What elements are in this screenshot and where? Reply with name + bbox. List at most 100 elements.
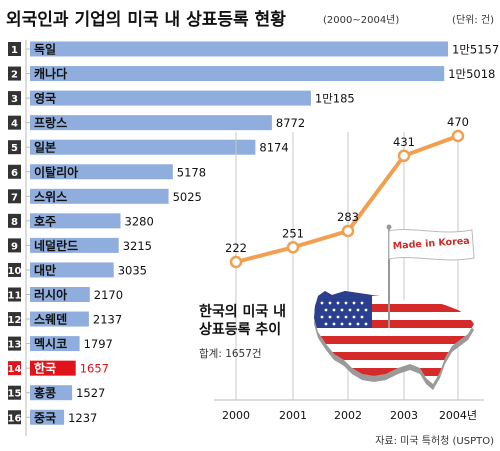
star-mark [356,308,360,312]
line-series: 222 251 283 431 470 [225,115,469,269]
star-mark [364,322,368,326]
star-mark [332,308,336,312]
value-label: 3035 [118,263,147,277]
star-mark [356,322,360,326]
rank-number: 5 [11,143,18,154]
value-label: 8772 [276,116,305,130]
category-label: 캐나다 [34,66,67,81]
map-stars [320,301,368,326]
category-label: 영국 [34,91,56,106]
line-chart-total: 합계: 1657건 [199,348,262,360]
rank-badge [8,91,21,106]
rank-number: 16 [8,413,22,424]
star-mark [348,322,352,326]
line-value-label: 222 [225,241,247,255]
rank-badge [8,287,21,302]
value-label: 1657 [80,362,109,376]
value-label: 1797 [84,337,113,351]
line-title-part-2: 상표등록 추이 [199,321,281,338]
star-mark [324,322,328,326]
category-label: 스위스 [34,190,67,204]
category-label: 멕시코 [34,336,67,351]
value-label: 3280 [125,214,154,228]
value-label: 5025 [173,190,202,204]
flag-text: Made in Korea [392,236,470,252]
made-in-korea-flag: Made in Korea [386,224,475,328]
rank-badge [8,213,21,228]
category-label: 스웨덴 [34,312,67,327]
star-mark [332,322,336,326]
line-value-label: 283 [337,210,359,224]
rank-number: 2 [11,70,18,81]
rank-number: 4 [11,119,18,130]
value-label: 1237 [68,411,97,425]
rank-badge [8,66,21,81]
line-x-tick-label: 2001 [279,409,307,422]
rank-number: 12 [8,315,22,326]
rank-badge [8,189,21,204]
rank-number: 14 [8,364,22,375]
line-x-tick-label: 2003 [390,409,418,422]
star-mark [348,308,352,312]
value-label: 1만5157 [452,43,499,57]
star-mark [344,301,348,305]
star-mark [324,308,328,312]
rank-badge [8,262,21,277]
rank-badge [8,42,21,56]
rank-number: 6 [11,168,18,179]
map-flag-fill [314,291,474,384]
rank-badge [8,164,21,179]
rank-badge [8,115,21,130]
line-title-part-1: 한국의 미국 내 [199,303,286,320]
rank-number: 9 [11,241,18,252]
line-value-label: 431 [393,135,415,149]
line-point [341,224,355,238]
line-x-axis: 2000 2001 2002 2003 2004년 [222,409,477,422]
line-point [397,149,411,163]
category-label: 호주 [34,214,56,228]
value-label: 1만185 [315,92,355,106]
star-mark [336,301,340,305]
line-value-label: 251 [282,226,304,240]
rank-number: 15 [8,389,22,400]
line-chart-title: 한국의 미국 내 상표등록 추이 [199,303,291,338]
bar-grid [25,40,30,436]
star-mark [336,315,340,319]
category-label: 독일 [34,43,56,57]
value-label: 1만5018 [448,67,495,81]
star-mark [360,301,364,305]
category-label: 홍콩 [34,385,56,400]
line-point [229,255,243,269]
bar-홍콩 [30,385,73,401]
category-label: 네덜란드 [34,238,78,253]
bar-한국 [30,360,76,376]
value-label: 8174 [259,141,288,155]
bar-일본 [30,139,256,155]
rank-number: 11 [8,291,22,302]
star-mark [320,315,324,319]
bar-프랑스 [30,115,272,131]
bar-중국 [30,409,65,425]
rank-number: 3 [11,94,18,105]
value-label: 2170 [94,288,123,302]
chart-period: (2000~2004년) [323,14,399,26]
rank-badge [8,140,21,155]
category-label: 대만 [34,262,56,277]
rank-number: 8 [11,217,18,228]
bar-이탈리아 [30,164,173,180]
chart-unit: (단위: 건) [452,13,494,26]
bar-대만 [30,262,114,278]
rank-badge [8,385,21,400]
rank-badge [8,361,21,376]
line-point [451,129,465,143]
line-chart-panel: Made in Korea 222 251 283 431 470 한국의 미국 내 상… [199,115,484,422]
bar-독일 [30,41,448,57]
category-label: 러시아 [34,287,67,302]
star-mark [352,315,356,319]
bar-네덜란드 [30,237,119,253]
bar-호주 [30,213,121,229]
star-mark [340,308,344,312]
rank-badge [8,238,21,253]
